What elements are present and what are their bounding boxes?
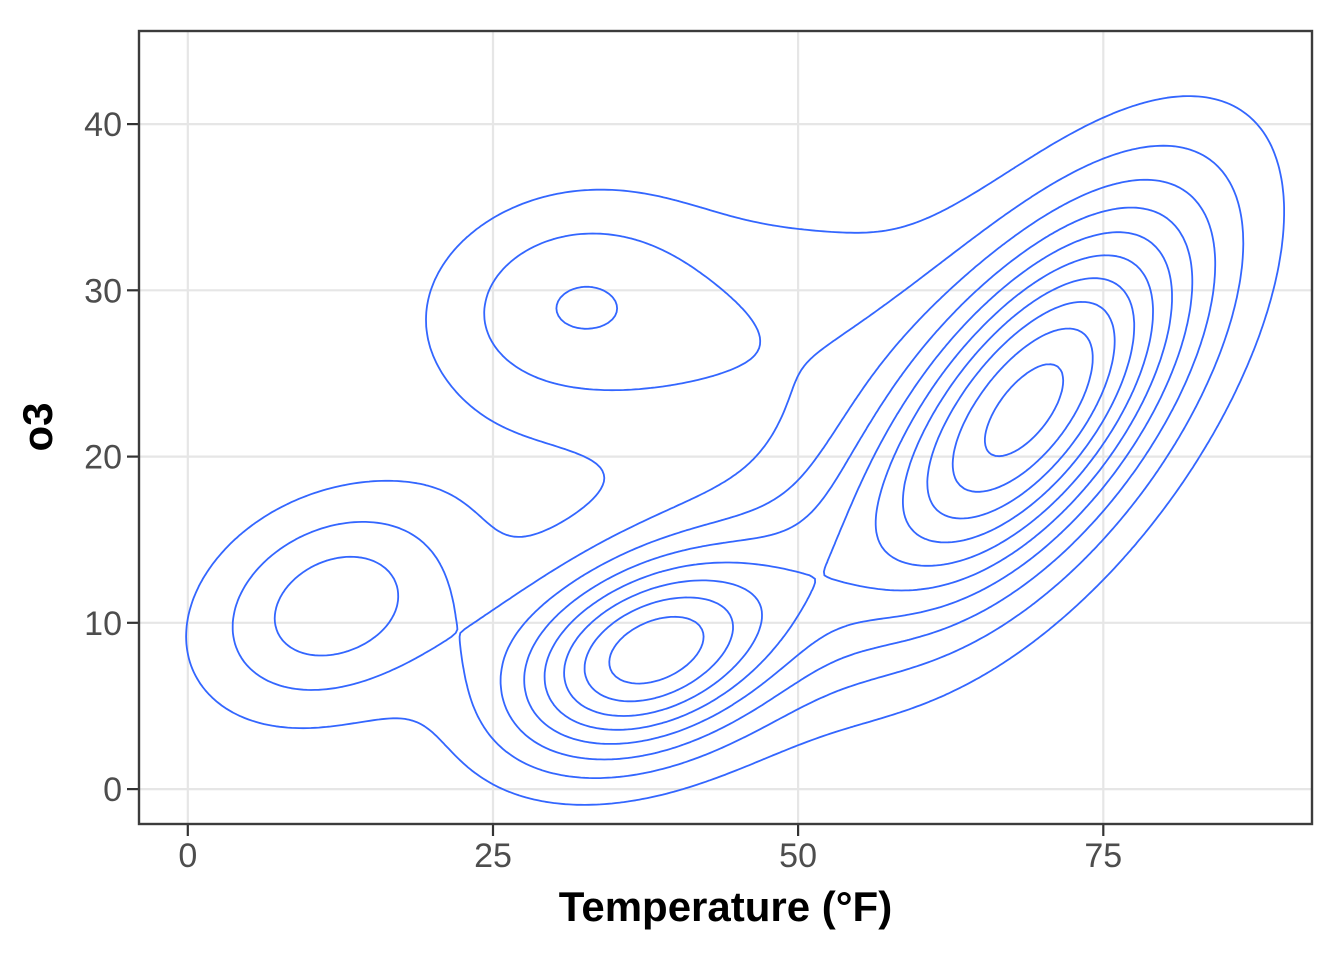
x-tick-label: 75 [1084,837,1122,875]
contour-level-7 [583,277,1136,703]
contour-level-6 [563,254,1154,717]
contour-level-4 [523,206,1194,745]
density-contours [185,95,1285,806]
panel-background [139,31,1312,824]
y-tick-label: 10 [84,605,122,643]
y-tick-label: 40 [84,106,122,144]
y-tick-label: 30 [84,272,122,310]
x-tick-label: 25 [474,837,512,875]
x-tick-label: 50 [779,837,817,875]
contour-level-1 [185,95,1285,806]
y-tick-label: 0 [103,771,122,809]
contour-level-2 [231,144,1245,779]
panel-border [137,29,1314,826]
y-axis-title-text: o3 [14,402,61,452]
contour-level-3 [273,178,1217,761]
axis-ticks [127,122,1105,836]
contour-level-8 [608,301,1116,685]
x-axis-title: Temperature (°F) [558,883,893,930]
contour-level-9 [951,327,1094,493]
contour-level-5 [543,231,1173,731]
gridlines [139,31,1312,824]
contour-level-10 [984,363,1065,458]
x-tick-label: 0 [178,837,197,875]
y-tick-label: 20 [84,439,122,477]
